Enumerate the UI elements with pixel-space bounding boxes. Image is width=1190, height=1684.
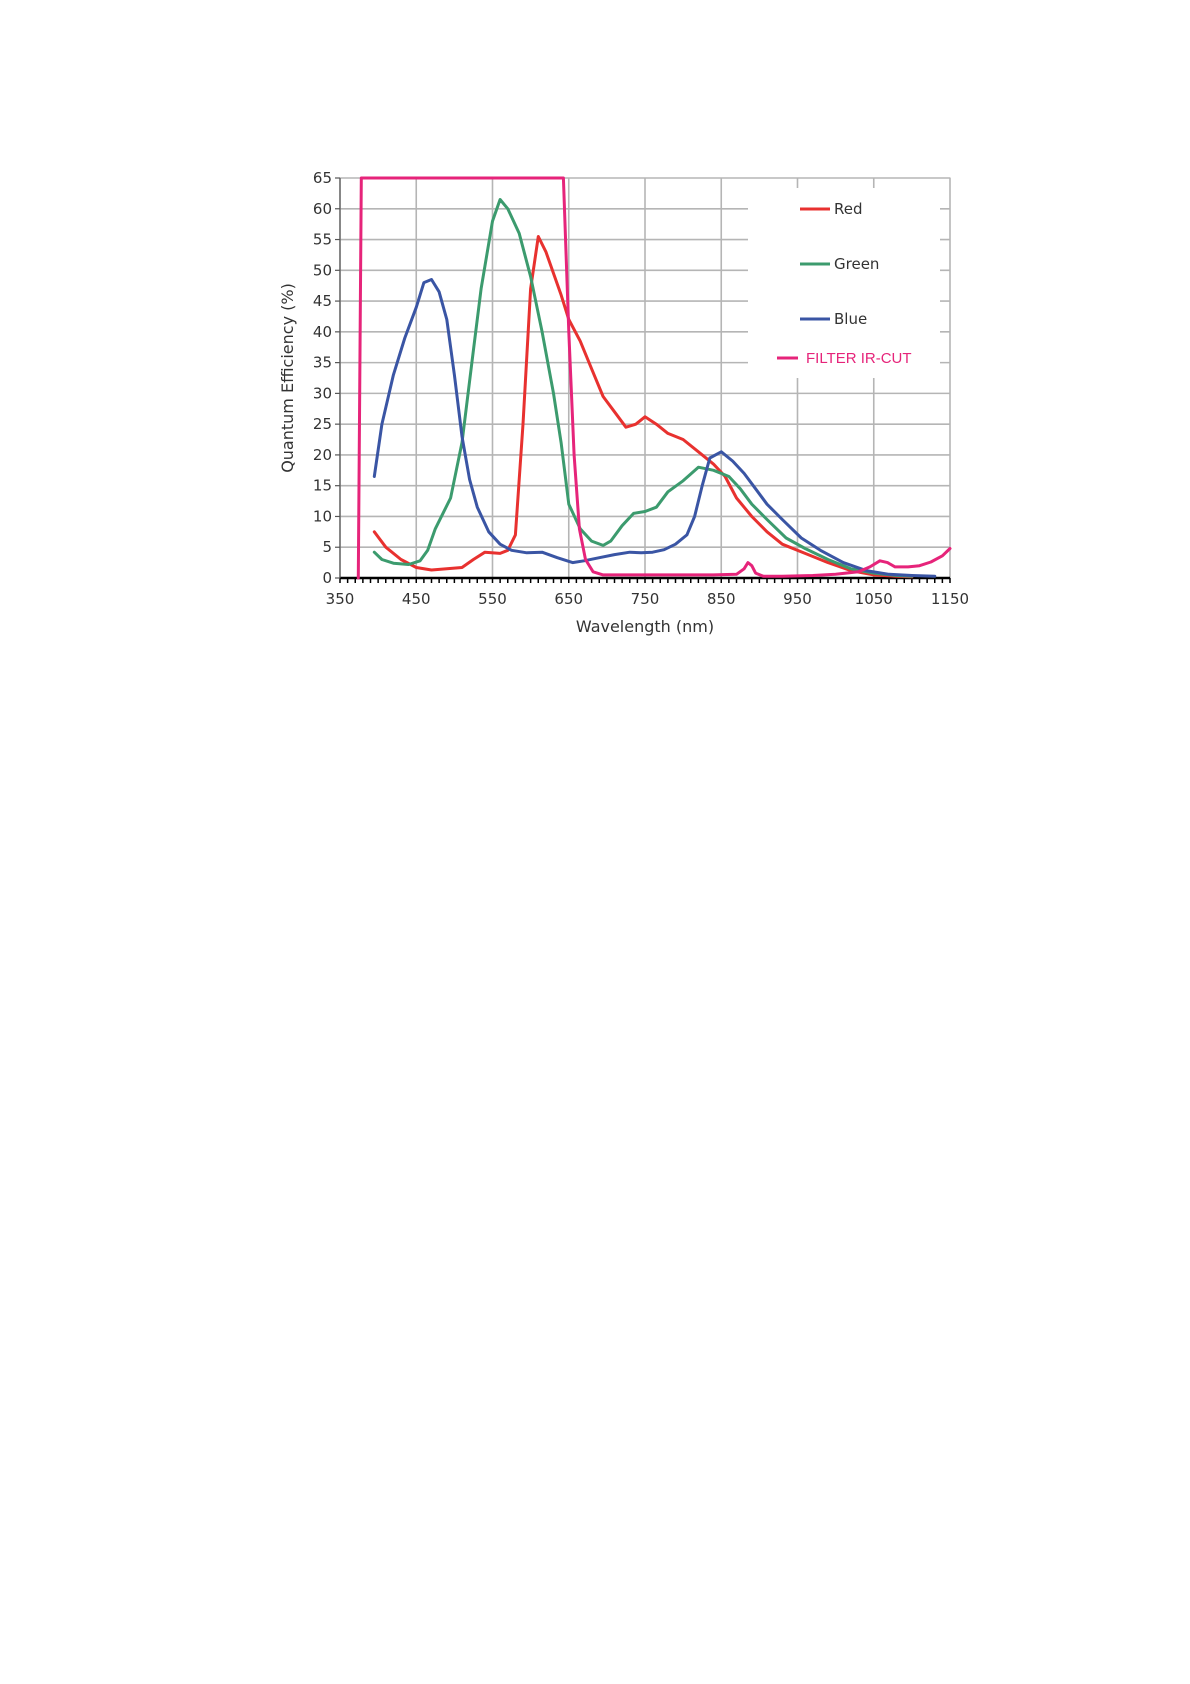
series-group (356, 176, 952, 580)
legend-label-filter-ir-cut: FILTER IR-CUT (806, 350, 912, 367)
axes (335, 177, 951, 583)
x-tick-label: 1050 (855, 590, 893, 608)
x-tick-label: 650 (554, 590, 583, 608)
x-tick-label: 350 (326, 590, 355, 608)
x-tick-label: 750 (631, 590, 660, 608)
y-tick-label: 30 (313, 384, 332, 402)
x-tick-label: 450 (402, 590, 431, 608)
x-axis-title: Wavelength (nm) (576, 617, 714, 636)
y-tick-label: 0 (322, 569, 332, 587)
x-axis-ticks: 350 450 550 650 750 850 950 1050 1150 (326, 590, 969, 608)
y-tick-label: 25 (313, 415, 332, 433)
y-axis-ticks: 0 5 10 15 20 25 30 35 40 45 50 55 60 65 (313, 169, 332, 587)
y-tick-label: 65 (313, 169, 332, 187)
y-tick-label: 10 (313, 507, 332, 525)
legend: Red Green Blue FILTER IR-CUT (748, 188, 940, 378)
y-tick-label: 5 (322, 538, 332, 556)
series-line-red (372, 235, 914, 579)
y-axis-title: Quantum Efficiency (%) (280, 283, 297, 473)
legend-label-blue: Blue (834, 310, 867, 328)
y-tick-label: 60 (313, 200, 332, 218)
y-tick-label: 40 (313, 323, 332, 341)
series-line-filter-ir-cut (356, 176, 952, 580)
series-line-green (372, 198, 914, 578)
y-tick-label: 45 (313, 292, 332, 310)
y-tick-label: 35 (313, 354, 332, 372)
x-tick-label: 550 (478, 590, 507, 608)
y-tick-label: 15 (313, 477, 332, 495)
series-line-blue (372, 278, 937, 578)
y-tick-label: 20 (313, 446, 332, 464)
x-tick-label: 1150 (931, 590, 969, 608)
legend-label-green: Green (834, 255, 879, 273)
quantum-efficiency-chart: 350 450 550 650 750 850 950 1050 1150 0 5 10 15 20 25… (280, 160, 1000, 650)
chart-svg: 350 450 550 650 750 850 950 1050 1150 0 5 10 15 20 25… (280, 169, 969, 636)
y-tick-label: 50 (313, 261, 332, 279)
x-tick-label: 850 (707, 590, 736, 608)
legend-label-red: Red (834, 200, 863, 218)
x-tick-label: 950 (783, 590, 812, 608)
y-tick-label: 55 (313, 231, 332, 249)
